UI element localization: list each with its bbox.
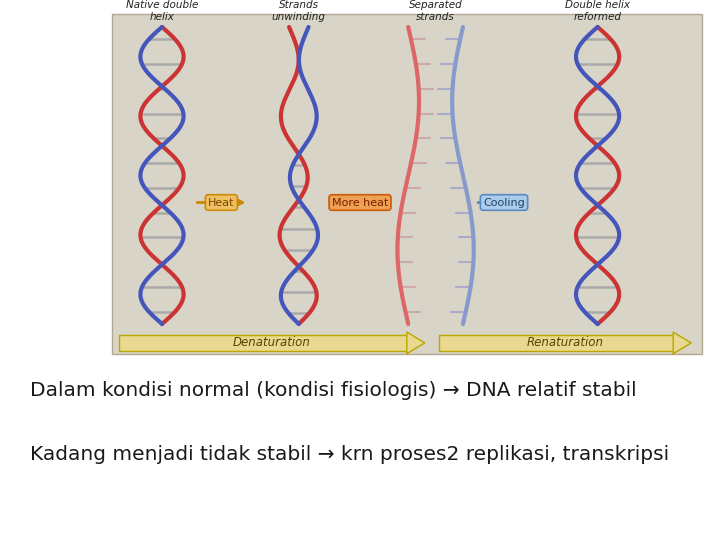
FancyBboxPatch shape — [112, 14, 702, 354]
FancyBboxPatch shape — [439, 335, 673, 351]
Text: Strands
unwinding: Strands unwinding — [272, 0, 325, 22]
FancyBboxPatch shape — [119, 335, 407, 351]
Text: Cooling: Cooling — [483, 198, 525, 207]
Text: Separated
strands: Separated strands — [409, 0, 462, 22]
Text: Heat: Heat — [208, 198, 235, 207]
Text: Double helix
reformed: Double helix reformed — [565, 0, 630, 22]
Polygon shape — [673, 332, 691, 354]
Text: More heat: More heat — [332, 198, 388, 207]
Text: Kadang menjadi tidak stabil → krn proses2 replikasi, transkripsi: Kadang menjadi tidak stabil → krn proses… — [30, 446, 670, 464]
Text: Dalam kondisi normal (kondisi fisiologis) → DNA relatif stabil: Dalam kondisi normal (kondisi fisiologis… — [30, 381, 637, 400]
Text: Native double
helix: Native double helix — [126, 0, 198, 22]
Polygon shape — [407, 332, 425, 354]
Text: Renaturation: Renaturation — [527, 336, 603, 349]
Text: Denaturation: Denaturation — [233, 336, 311, 349]
